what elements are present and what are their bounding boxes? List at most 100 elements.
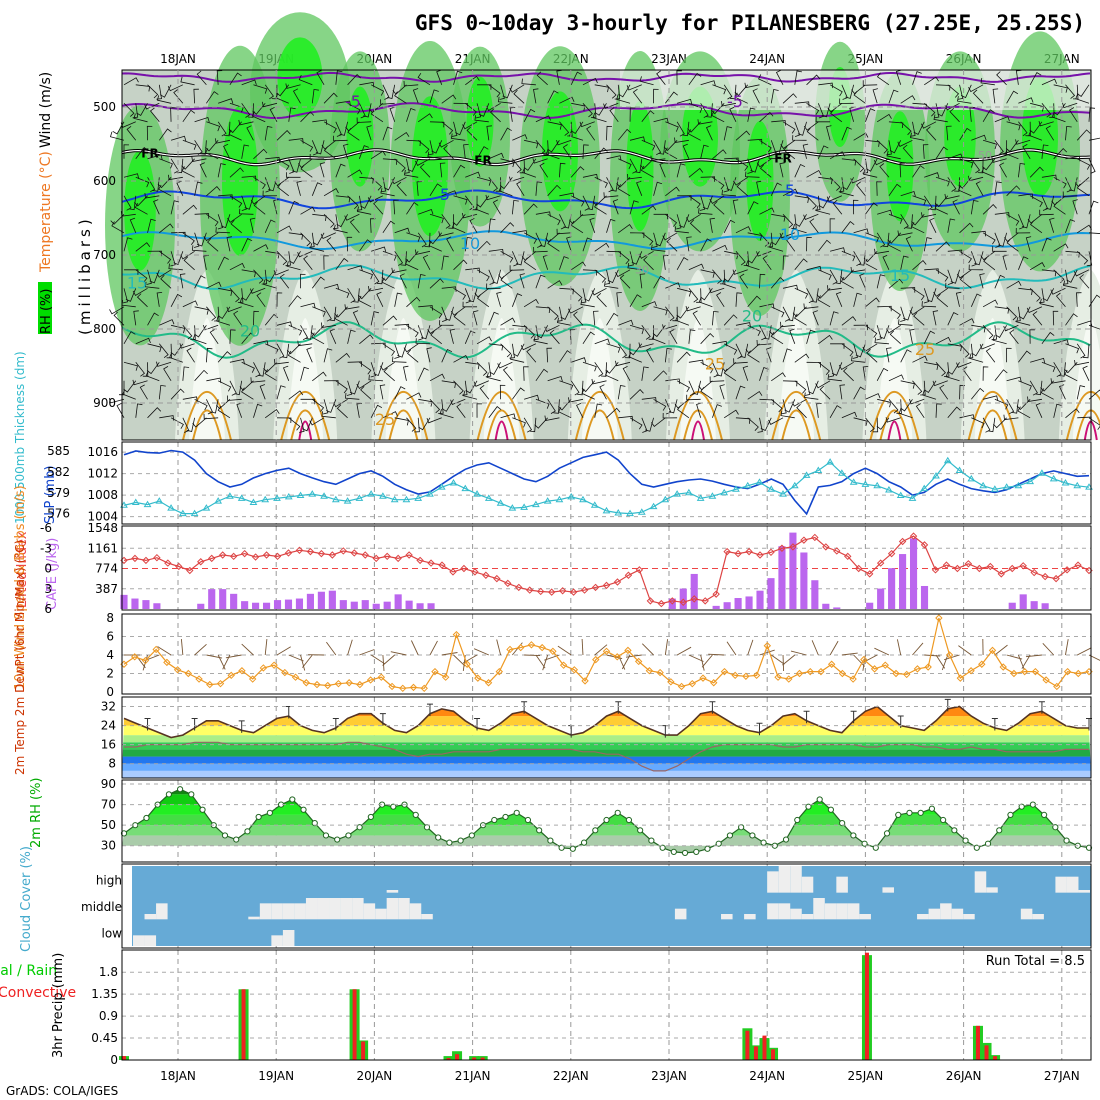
wind-barb [816,205,831,215]
cloud-cell-middle [778,903,791,920]
wind-speed-line-point [409,683,418,692]
thickness-line-point [543,497,552,504]
cape-bar [273,600,282,609]
wind-barb [373,200,384,215]
wind-barb [853,228,869,234]
isotherm-label: 25 [375,410,395,429]
cloud-cell-high [836,876,848,893]
wind-barb [876,113,892,123]
wind-barb [276,321,293,327]
wind-barb [1011,399,1019,414]
wind-barb [438,139,454,148]
cloud-cell-middle [340,898,353,920]
cape-bar [909,538,918,609]
wind-speed-line-point [538,643,546,652]
wind-barb [888,374,904,382]
wind-barb [441,255,449,270]
wind-speed-line-point [913,665,922,673]
isotherm-5 [121,189,1091,210]
wind-barb [970,200,979,215]
precip-convective-label: Convective [0,985,76,1001]
wind-barb [453,164,466,178]
wind-barb [664,347,672,363]
wind-barb [959,127,972,141]
wind-tick: 4 [106,648,114,662]
wind-speed-line-point [345,679,353,687]
wind-speed-line [123,617,1090,689]
rh-line-point [300,806,307,813]
wind-barb [276,130,291,141]
wind-barb [194,306,209,315]
wind-barb [803,121,819,131]
wind-barb [912,195,927,206]
rh-line-point [547,837,554,844]
wind-barb [759,164,772,178]
wind-barb [592,195,607,206]
wind-barb [650,417,666,427]
rh-line-point [928,805,936,812]
wind-barb [1065,84,1076,99]
wind-barb [676,257,689,270]
lifted-index-line-point [218,551,227,559]
wind-barb [752,88,760,104]
wind-barb [949,107,960,123]
wind-barb [323,348,333,363]
wind-barb [323,188,339,197]
wind-barb [262,190,277,197]
wind-barb [335,163,346,178]
wind-barb [186,417,196,432]
wind-barb [264,84,274,100]
cape-bar [252,602,260,609]
wind-barb [821,103,831,118]
wind-barb [924,380,937,394]
surface-barb [1042,642,1055,656]
wind-barb [559,350,572,363]
wind-barb [603,102,619,109]
wind-barb [209,329,219,345]
isotherm-label: 30 [635,264,649,277]
wind-barb [496,291,502,307]
temp-line [123,705,1089,739]
wind-speed-line-point [302,679,310,687]
wind-barb [845,84,855,99]
wind-barb [347,74,361,86]
wind-barb [570,121,584,135]
rh-line-point [289,796,296,803]
day-label-bottom: 21JAN [455,1069,491,1083]
isotherm-label: 25 [915,340,935,359]
surface-barb [676,646,692,656]
wind-barb [759,303,775,309]
wind-barb [253,176,266,190]
wind-barb [573,311,584,326]
thickness-line-point [720,488,729,496]
surface-barb [958,645,972,656]
rh-tick: 70 [101,798,116,812]
lifted-index-line-point [657,599,666,608]
wind-barb [311,332,325,345]
wind-barb [1041,361,1056,373]
lifted-index-line-point [635,566,644,574]
wind-barb [1006,306,1018,321]
surface-barb [382,654,395,666]
wind-barb [804,392,819,400]
wind-barb [985,347,996,363]
wind-barb [906,214,913,229]
title-group: GFS 0~10day 3-hourly for PILANESBERG (27… [415,11,1085,35]
wind-tick: 8 [106,611,114,625]
wind-barb [292,88,301,104]
wind-barb [862,366,869,381]
wind-barb [1053,148,1068,160]
wind-barb [251,111,266,123]
wind-barb [382,411,398,419]
temperature-label: Temperature (°C) [38,151,54,273]
thickness-line-point [590,501,599,508]
wind-barb [957,84,964,100]
surface-barb [473,648,489,656]
wind-barb [839,98,854,104]
thickness-label: 1000-500mb Thickness (dm) [13,351,27,524]
lifted-index-line-point [822,543,830,551]
thickness-line-point [520,503,529,510]
wind-barb [982,204,997,215]
wind-barb [262,279,278,289]
